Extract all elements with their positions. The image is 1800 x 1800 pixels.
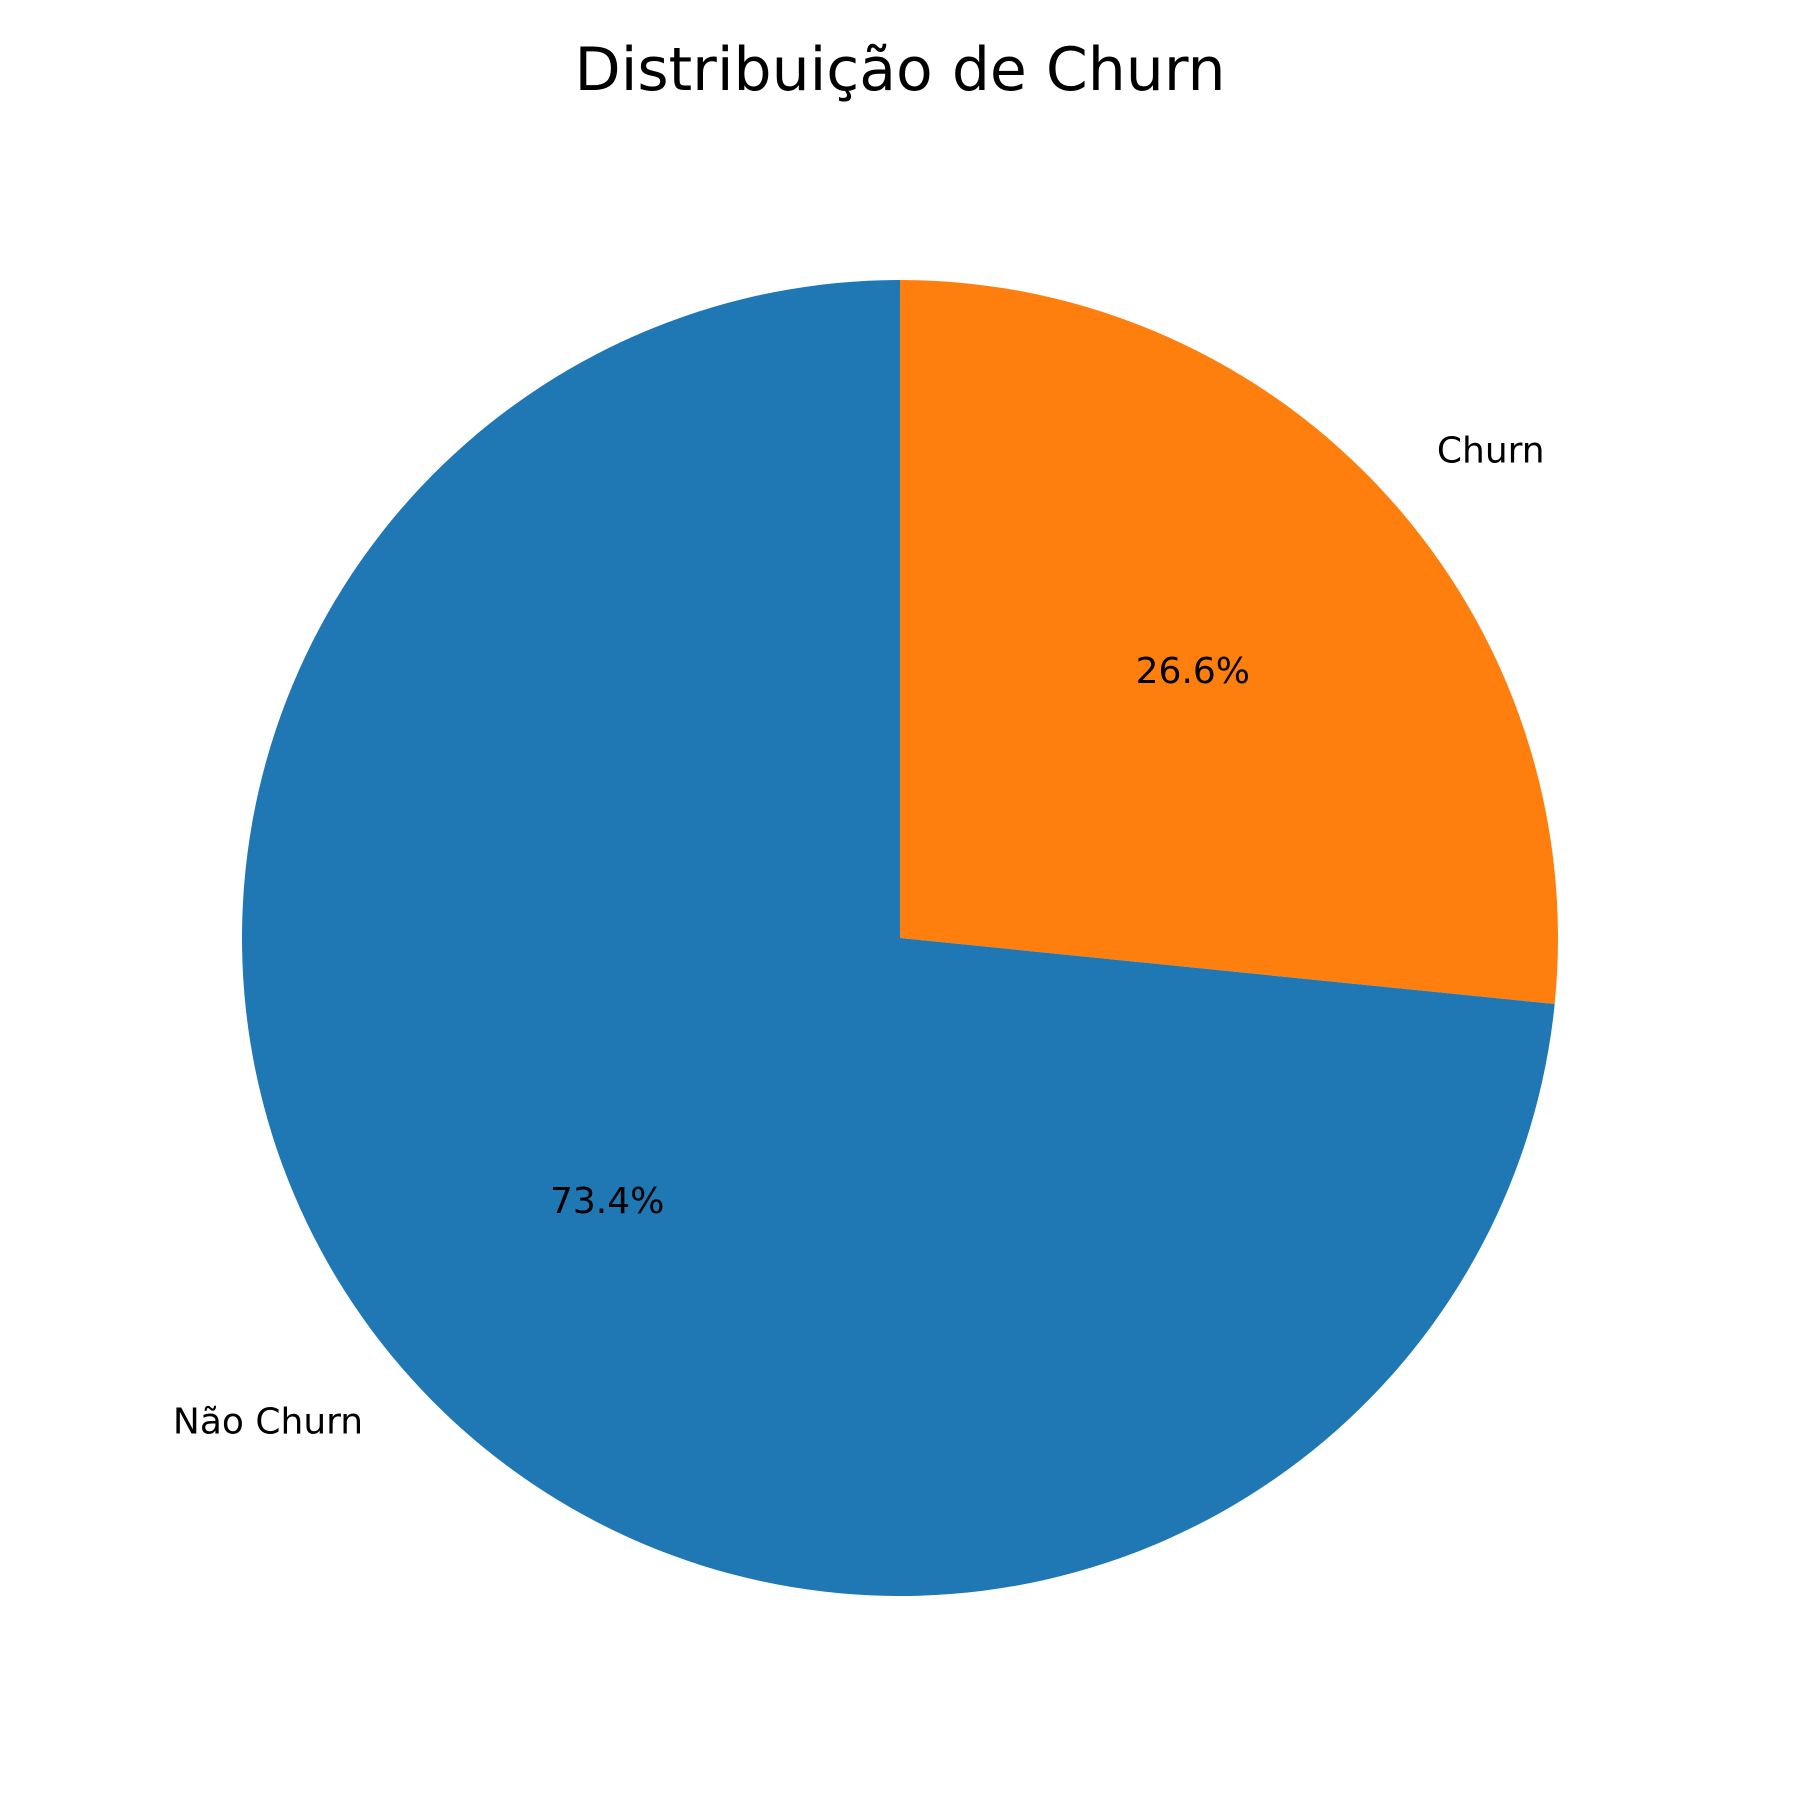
slice-label: Churn (1437, 431, 1545, 472)
pie-labels: Churn 26.6% Não Churn 73.4% (173, 431, 1545, 1443)
chart-title: Distribuição de Churn (575, 35, 1226, 105)
slice-percent-label: 26.6% (1136, 651, 1250, 692)
slice-label: Não Churn (173, 1401, 363, 1442)
slice-percent-label: 73.4% (550, 1181, 664, 1222)
pie-slice-churn (900, 280, 1558, 1005)
pie-slice-n-o-churn (241, 280, 1555, 1596)
pie-slices (241, 280, 1558, 1596)
